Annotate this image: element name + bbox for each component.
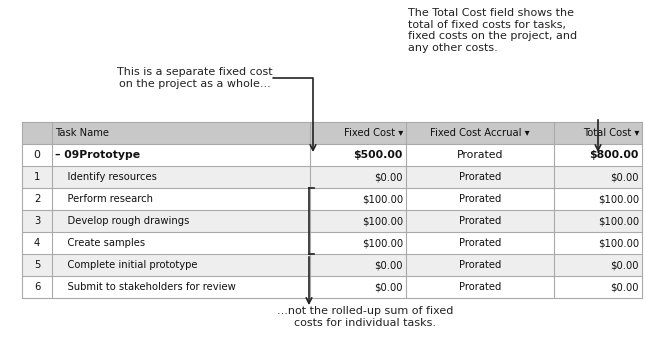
Bar — [554, 210, 642, 232]
Text: $100.00: $100.00 — [598, 216, 639, 226]
Bar — [406, 166, 554, 188]
Text: Create samples: Create samples — [55, 238, 145, 248]
Text: ...not the rolled-up sum of fixed
costs for individual tasks.: ...not the rolled-up sum of fixed costs … — [277, 306, 453, 328]
Bar — [554, 254, 642, 276]
Bar — [406, 144, 554, 166]
Bar — [52, 166, 310, 188]
Text: 1: 1 — [34, 172, 40, 182]
Bar — [22, 144, 52, 166]
Text: 0: 0 — [34, 150, 41, 160]
Text: $0.00: $0.00 — [611, 172, 639, 182]
Bar — [554, 188, 642, 210]
Bar — [310, 254, 406, 276]
Bar — [52, 122, 310, 144]
Text: Task Name: Task Name — [55, 128, 109, 138]
Bar — [22, 210, 52, 232]
Text: Prorated: Prorated — [457, 150, 503, 160]
Text: $100.00: $100.00 — [598, 238, 639, 248]
Bar — [310, 210, 406, 232]
Text: 2: 2 — [34, 194, 40, 204]
Bar — [22, 254, 52, 276]
Bar — [406, 276, 554, 298]
Text: Submit to stakeholders for review: Submit to stakeholders for review — [55, 282, 236, 292]
Text: 6: 6 — [34, 282, 40, 292]
Bar — [22, 122, 52, 144]
Text: Complete initial prototype: Complete initial prototype — [55, 260, 197, 270]
Bar — [406, 232, 554, 254]
Bar — [554, 232, 642, 254]
Text: 4: 4 — [34, 238, 40, 248]
Text: Prorated: Prorated — [459, 194, 501, 204]
Bar — [52, 188, 310, 210]
Bar — [310, 276, 406, 298]
Bar — [406, 210, 554, 232]
Text: Identify resources: Identify resources — [55, 172, 157, 182]
Text: Perform research: Perform research — [55, 194, 153, 204]
Text: 3: 3 — [34, 216, 40, 226]
Bar — [554, 166, 642, 188]
Bar — [310, 144, 406, 166]
Bar — [52, 254, 310, 276]
Text: $0.00: $0.00 — [375, 260, 403, 270]
Text: The Total Cost field shows the
total of fixed costs for tasks,
fixed costs on th: The Total Cost field shows the total of … — [408, 8, 577, 53]
Bar — [22, 232, 52, 254]
Bar — [22, 166, 52, 188]
Text: – 09Prototype: – 09Prototype — [55, 150, 140, 160]
Text: Prorated: Prorated — [459, 216, 501, 226]
Text: Prorated: Prorated — [459, 172, 501, 182]
Text: $0.00: $0.00 — [375, 172, 403, 182]
Text: Fixed Cost Accrual ▾: Fixed Cost Accrual ▾ — [430, 128, 530, 138]
Bar — [310, 232, 406, 254]
Bar — [52, 144, 310, 166]
Bar — [554, 144, 642, 166]
Bar — [310, 122, 406, 144]
Bar — [406, 188, 554, 210]
Text: Total Cost ▾: Total Cost ▾ — [582, 128, 639, 138]
Text: $0.00: $0.00 — [611, 282, 639, 292]
Text: $0.00: $0.00 — [611, 260, 639, 270]
Bar — [52, 276, 310, 298]
Text: Prorated: Prorated — [459, 260, 501, 270]
Bar — [554, 276, 642, 298]
Bar — [52, 232, 310, 254]
Text: $0.00: $0.00 — [375, 282, 403, 292]
Text: 5: 5 — [34, 260, 40, 270]
Text: $100.00: $100.00 — [362, 238, 403, 248]
Bar — [52, 210, 310, 232]
Text: This is a separate fixed cost
on the project as a whole...: This is a separate fixed cost on the pro… — [117, 67, 273, 89]
Text: $100.00: $100.00 — [598, 194, 639, 204]
Bar — [406, 254, 554, 276]
Text: Develop rough drawings: Develop rough drawings — [55, 216, 190, 226]
Bar — [22, 188, 52, 210]
Bar — [22, 276, 52, 298]
Text: Prorated: Prorated — [459, 238, 501, 248]
Bar — [406, 122, 554, 144]
Text: Fixed Cost ▾: Fixed Cost ▾ — [344, 128, 403, 138]
Text: $100.00: $100.00 — [362, 216, 403, 226]
Text: $800.00: $800.00 — [590, 150, 639, 160]
Text: $500.00: $500.00 — [353, 150, 403, 160]
Bar — [310, 166, 406, 188]
Text: $100.00: $100.00 — [362, 194, 403, 204]
Text: Prorated: Prorated — [459, 282, 501, 292]
Bar — [554, 122, 642, 144]
Bar — [310, 188, 406, 210]
